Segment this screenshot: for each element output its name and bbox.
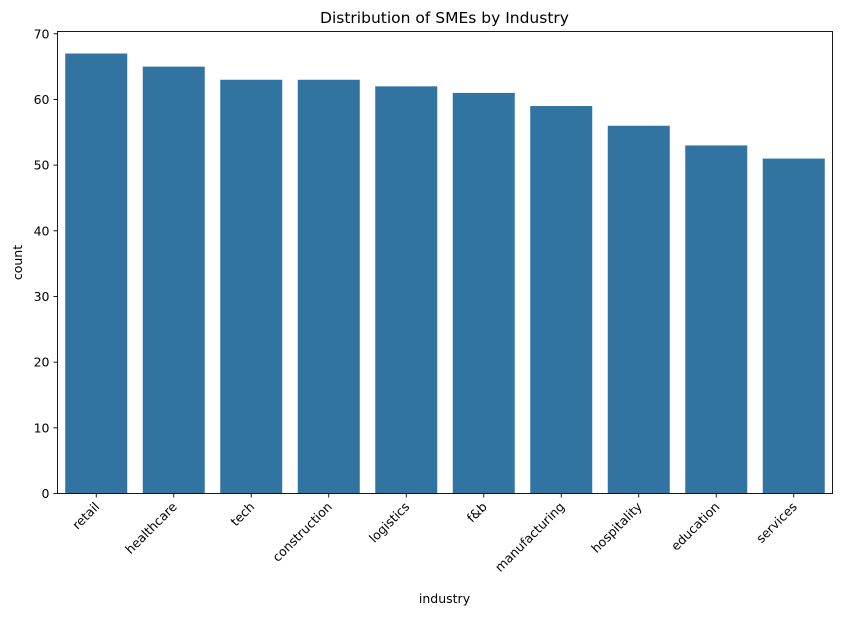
x-tick-label: healthcare: [122, 499, 180, 557]
bar-hospitality: [607, 125, 670, 494]
x-tick-label: hospitality: [588, 499, 645, 556]
x-tick-label: tech: [227, 499, 257, 529]
y-axis: 0 10 20 30 40 50 60 70: [34, 26, 58, 501]
y-tick-label: 70: [34, 26, 50, 41]
x-axis: retail healthcare tech construction logistic…: [69, 493, 800, 575]
x-axis-label: industry: [419, 591, 471, 606]
bar-f-b: [452, 92, 515, 494]
bars-group: [65, 53, 825, 494]
y-tick-label: 20: [34, 355, 50, 370]
x-tick-label: logistics: [366, 499, 413, 546]
y-tick-label: 60: [34, 92, 50, 107]
x-tick-label: services: [753, 499, 800, 546]
bar-education: [685, 145, 748, 494]
bar-construction: [297, 79, 360, 494]
bar-manufacturing: [530, 106, 593, 494]
x-tick-label: construction: [269, 499, 335, 565]
x-tick-label: education: [668, 499, 722, 553]
y-tick-label: 0: [42, 486, 50, 501]
bar-retail: [65, 53, 128, 494]
y-tick-label: 30: [34, 289, 50, 304]
plot-frame: [57, 31, 833, 494]
y-axis-label: count: [10, 245, 25, 280]
y-tick-label: 40: [34, 223, 50, 238]
x-tick-label: manufacturing: [492, 499, 568, 575]
x-tick-label: retail: [69, 499, 102, 532]
y-tick-label: 10: [34, 420, 50, 435]
y-tick-label: 50: [34, 158, 50, 173]
chart-title: Distribution of SMEs by Industry: [320, 9, 569, 27]
bar-logistics: [375, 86, 438, 494]
bar-healthcare: [142, 66, 205, 494]
bar-services: [762, 158, 825, 494]
x-tick-label: f&b: [464, 499, 490, 525]
bar-tech: [220, 79, 283, 494]
